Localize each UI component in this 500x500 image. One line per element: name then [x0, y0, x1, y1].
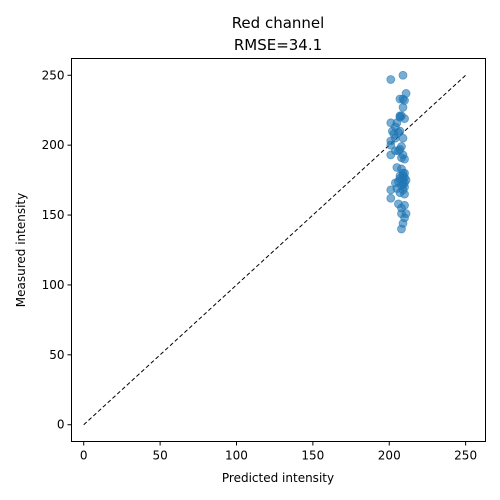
- x-tick-label: 250: [454, 449, 477, 463]
- scatter-point: [386, 75, 396, 84]
- chart-title: Red channel: [232, 14, 325, 32]
- plot-frame: [71, 58, 486, 442]
- scatter-point: [400, 154, 409, 164]
- y-tick-label: 100: [42, 278, 65, 292]
- x-tick-label: 50: [152, 449, 167, 463]
- chart-subtitle: RMSE=34.1: [234, 36, 322, 54]
- y-axis-label: Measured intensity: [14, 193, 28, 307]
- scatter-point: [386, 185, 396, 195]
- x-tick-label: 100: [225, 449, 248, 463]
- scatter-point: [398, 70, 408, 80]
- x-axis-label: Predicted intensity: [222, 471, 334, 485]
- scatter-point: [386, 150, 396, 160]
- identity-reference-line: [83, 74, 466, 426]
- scatter-point: [386, 193, 396, 203]
- scatter-point: [386, 140, 396, 150]
- scatter-point: [400, 114, 409, 124]
- y-tick-label: 150: [42, 208, 65, 222]
- scatter-point: [398, 133, 408, 143]
- x-tick-label: 0: [80, 449, 88, 463]
- y-tick-label: 250: [42, 68, 65, 82]
- plot-area: [83, 70, 466, 426]
- x-tick-label: 200: [378, 449, 401, 463]
- y-tick-label: 0: [57, 418, 65, 432]
- y-axis: 0 50 100 150 200 250: [42, 68, 72, 432]
- y-tick-label: 200: [42, 138, 65, 152]
- x-axis: 0 50 100 150 200 250: [80, 441, 477, 463]
- scatter-point: [397, 224, 406, 234]
- scatter-point: [398, 103, 408, 112]
- y-tick-label: 50: [49, 348, 64, 362]
- x-tick-label: 150: [301, 449, 324, 463]
- scatter-point: [400, 189, 409, 199]
